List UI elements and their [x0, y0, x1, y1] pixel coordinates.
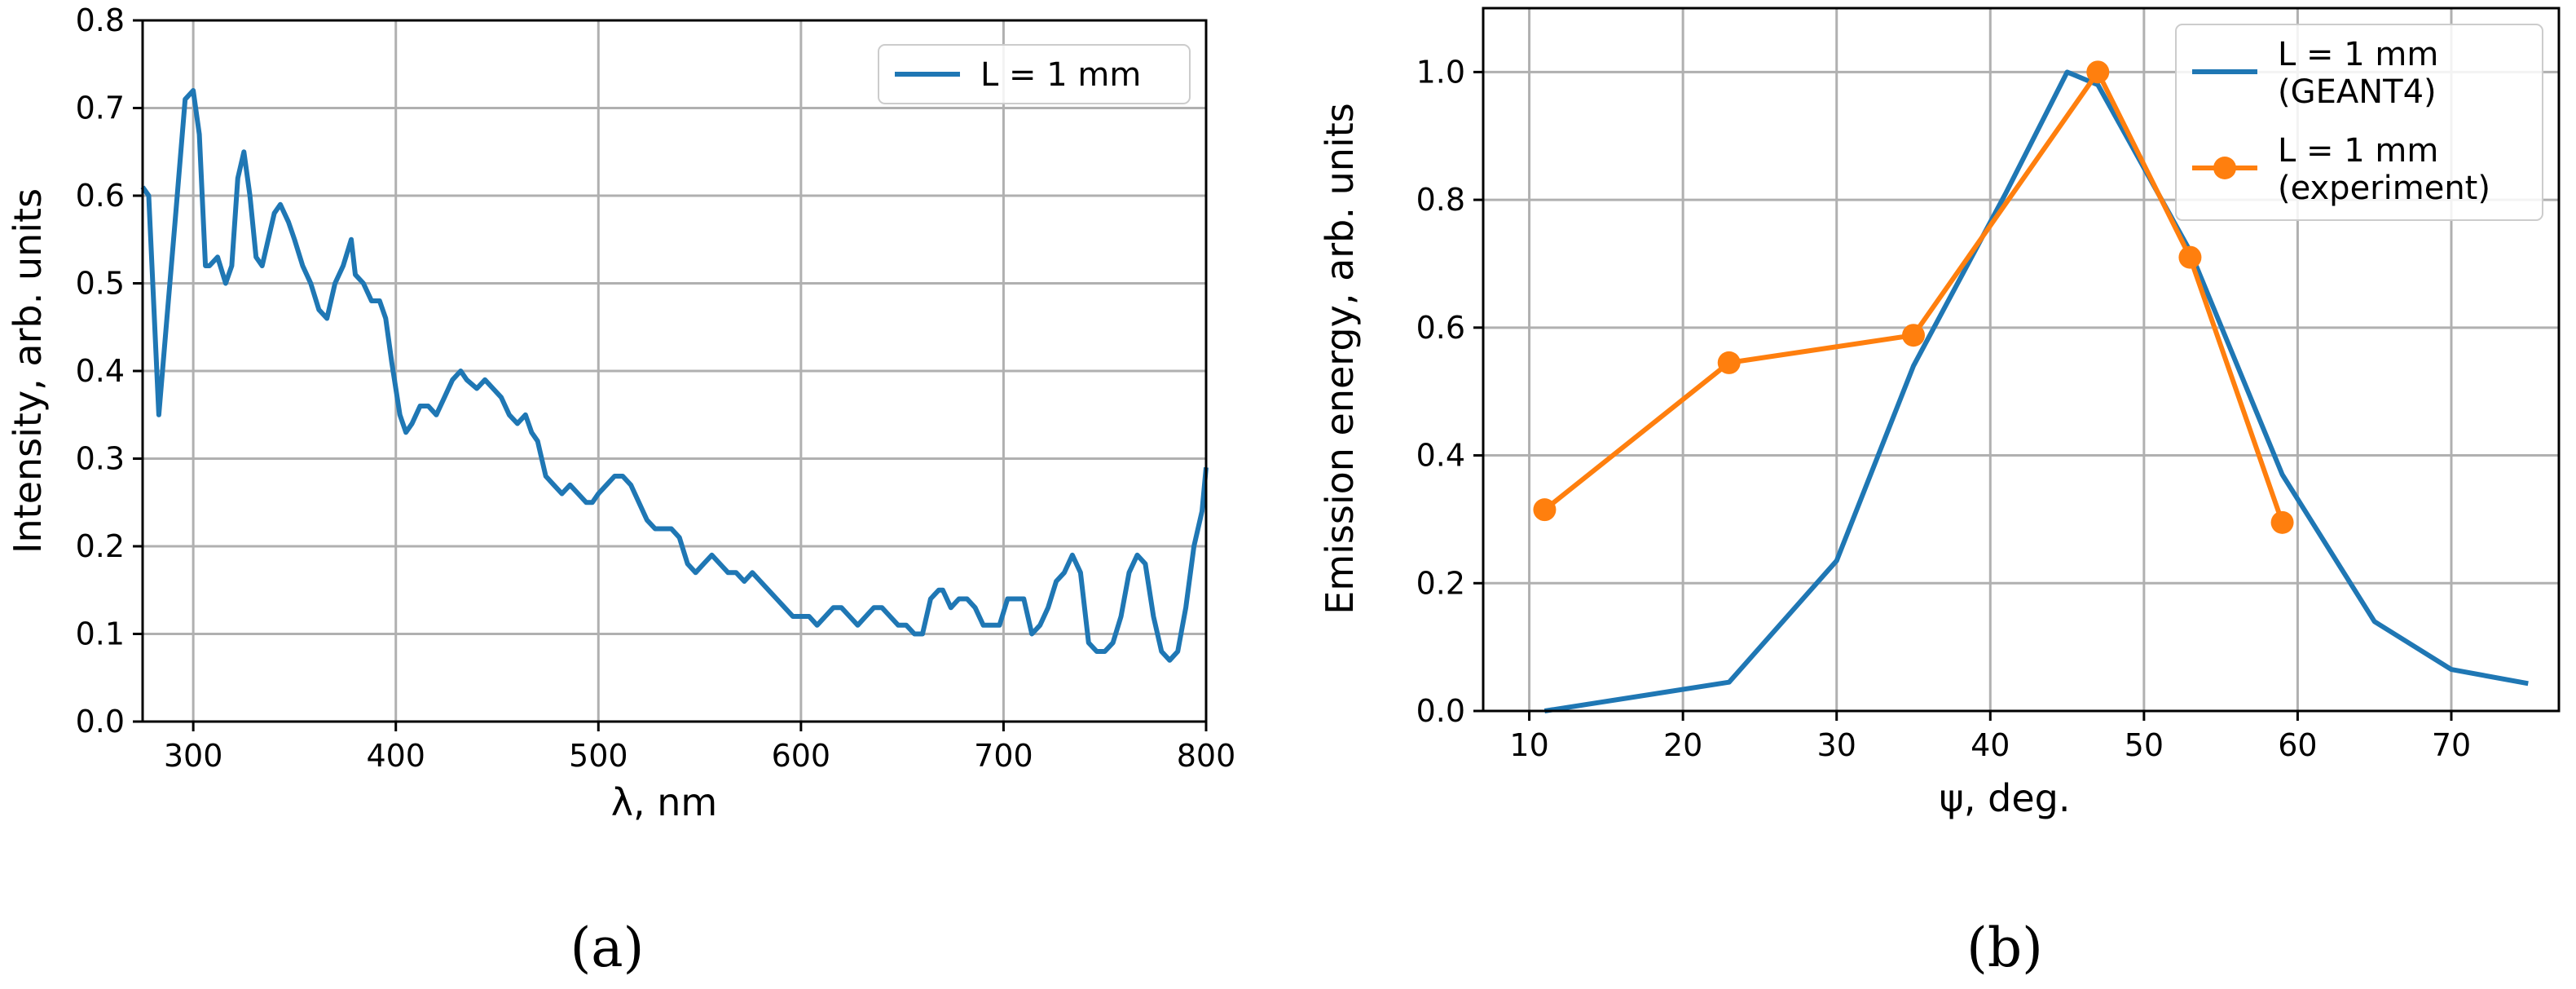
- chart-panel-a: 300 400 500 600 700 800 0.0 0.1 0.2 0.3 0.4 0.5 0.6 0…: [6, 2, 1235, 979]
- legend: L = 1 mm(GEANT4)L = 1 mm(experiment): [2175, 24, 2543, 221]
- legend-label: (GEANT4): [2278, 73, 2437, 111]
- x-tick-label: 50: [2125, 727, 2164, 763]
- y-tick-label: 0.5: [76, 266, 125, 302]
- y-tick-label: 0.6: [76, 178, 125, 214]
- legend-box: [878, 44, 1191, 104]
- series-line-1: [1543, 69, 2285, 523]
- x-tick-label: 10: [1509, 727, 1548, 763]
- axes-frame: [1482, 7, 2561, 713]
- series-line-0: [140, 88, 1209, 663]
- x-tick-label: 70: [2432, 727, 2471, 763]
- legend-marker: [2213, 157, 2236, 179]
- x-tick-label: 500: [569, 738, 628, 774]
- y-tick-label: 0.3: [76, 441, 125, 477]
- legend-label: (experiment): [2278, 170, 2490, 207]
- axes-frame: [141, 19, 1208, 723]
- x-tick-label: 800: [1177, 738, 1236, 774]
- x-tick-label: 60: [2278, 727, 2317, 763]
- y-tick-label: 0.7: [76, 91, 125, 126]
- y-tick-label: 0.8: [76, 2, 125, 38]
- chart-panel-b: 10 20 30 40 50 60 70 0.0 0.2 0.4 0.6 0.8 1.0 ψ, deg. E…: [1318, 7, 2561, 979]
- y-tick-label: 0.4: [76, 353, 125, 389]
- data-point: [1533, 498, 1557, 522]
- y-tick-label: 1.0: [1416, 54, 1465, 90]
- panel-label: (a): [570, 916, 645, 979]
- y-tick-label: 0.6: [1416, 310, 1465, 346]
- legend-label: L = 1 mm: [2278, 132, 2438, 170]
- data-point: [2086, 60, 2110, 84]
- x-tick-label: 40: [1971, 727, 2010, 763]
- data-point: [1717, 351, 1741, 374]
- x-tick-label: 20: [1663, 727, 1702, 763]
- y-tick-label: 0.0: [1416, 693, 1465, 729]
- x-tick-label: 600: [772, 738, 831, 774]
- legend-box: [2175, 24, 2543, 221]
- series-line-0: [1543, 69, 2529, 713]
- y-tick-label: 0.2: [76, 528, 125, 564]
- y-tick-label: 0.2: [1416, 565, 1465, 601]
- x-axis-label: λ, nm: [611, 780, 717, 824]
- y-axis-label: Emission energy, arb. units: [1318, 103, 1362, 614]
- legend: L = 1 mm: [878, 44, 1191, 104]
- data-point: [1902, 324, 1925, 347]
- x-tick-label: 400: [366, 738, 425, 774]
- legend-label: L = 1 mm: [980, 56, 1141, 94]
- x-tick-label: 300: [164, 738, 223, 774]
- y-tick-label: 0.8: [1416, 182, 1465, 218]
- panel-label: (b): [1966, 916, 2043, 979]
- x-tick-label: 30: [1817, 727, 1856, 763]
- data-point: [2270, 510, 2294, 534]
- legend-label: L = 1 mm: [2278, 36, 2438, 73]
- x-axis-label: ψ, deg.: [1940, 776, 2071, 820]
- y-tick-label: 0.1: [76, 616, 125, 652]
- y-tick-label: 0.0: [76, 704, 125, 740]
- y-tick-label: 0.4: [1416, 438, 1465, 474]
- data-point: [2178, 245, 2202, 269]
- x-tick-label: 700: [974, 738, 1033, 774]
- y-axis-label: Intensity, arb. units: [6, 188, 50, 554]
